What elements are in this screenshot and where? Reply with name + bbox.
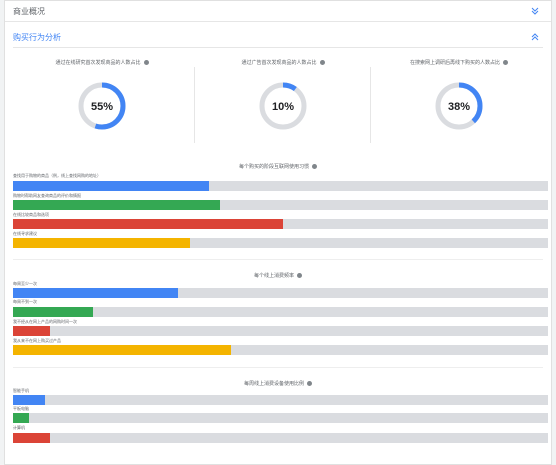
- help-icon[interactable]: [319, 60, 325, 66]
- bar-track: [13, 395, 548, 405]
- donut-value-arc: [435, 82, 483, 130]
- bar-track: [13, 238, 548, 248]
- help-icon[interactable]: [143, 60, 149, 66]
- bar-label: 我不经从在网上产品的网购时间一次: [13, 319, 77, 324]
- bar-fill: [13, 288, 178, 298]
- help-icon[interactable]: [503, 60, 508, 66]
- group-separator: [13, 259, 543, 260]
- bar-track: [13, 219, 548, 229]
- bar-fill: [13, 238, 190, 248]
- bar-label: 购物时帮助网友查询商品的评价和情报: [13, 193, 81, 198]
- bar-fill: [13, 307, 93, 317]
- kpi-separator: [194, 67, 195, 143]
- chevron-down-icon[interactable]: [529, 5, 541, 17]
- bar-label: 每周不到一次: [13, 299, 37, 304]
- bar-group-title: 每个线上消费频率: [5, 272, 551, 279]
- bar-fill: [13, 345, 232, 355]
- bar-fill: [13, 395, 46, 405]
- bar-track: [13, 181, 548, 191]
- section-header-shopping[interactable]: 购买行为分析: [5, 27, 551, 48]
- help-icon[interactable]: [297, 273, 302, 279]
- donut-value-label: 38%: [448, 101, 470, 113]
- kpi-title: 通过在线研究首次发现商品的人数占比: [55, 60, 141, 66]
- bar-track: [13, 326, 548, 336]
- bar-label: 在线寻求建议: [13, 231, 37, 236]
- bar-fill: [13, 181, 209, 191]
- bar-group-title: 每个购买的阶段互联网使用习惯: [5, 163, 551, 170]
- bar-track: [13, 200, 548, 210]
- kpi-title: 在搜索网上调研后再线下购买的人数占比: [409, 60, 500, 66]
- bar-track: [13, 433, 548, 443]
- kpi-ad-discovery: 通过广告首次发现商品的人数占比 10%: [203, 59, 363, 131]
- bar-fill: [13, 433, 51, 443]
- donut-chart: 55%: [78, 82, 126, 130]
- donut-chart: 10%: [259, 82, 307, 130]
- donut-chart: 38%: [435, 82, 483, 130]
- bar-fill: [13, 200, 221, 210]
- bar-label: 平板电脑: [13, 406, 29, 411]
- group-separator: [13, 367, 543, 368]
- bar-group-title: 每周线上消费设备使用比例: [5, 380, 551, 387]
- bar-label: 我从来不在网上购买过产品: [13, 338, 61, 343]
- section-divider: [13, 47, 543, 48]
- section-header-overview[interactable]: 商业概况: [5, 1, 551, 22]
- page-card: 商业概况 购买行为分析 通过在线研究首次发现商品的人数占比 55% 通过广告首次…: [4, 0, 552, 465]
- section-title-overview: 商业概况: [13, 7, 45, 16]
- donut-value-label: 10%: [272, 101, 294, 113]
- kpi-separator: [370, 67, 371, 143]
- donut-value-arc: [259, 82, 307, 130]
- bar-label: 在线比较商品和选项: [13, 212, 49, 217]
- bar-track: [13, 288, 548, 298]
- bar-fill: [13, 219, 284, 229]
- chevron-up-icon[interactable]: [529, 31, 541, 43]
- kpi-title: 通过广告首次发现商品的人数占比: [241, 60, 317, 66]
- bar-track: [13, 307, 548, 317]
- kpi-webrooming: 在搜索网上调研后再线下购买的人数占比 38%: [379, 59, 539, 131]
- bar-fill: [13, 326, 51, 336]
- bar-label: 计算机: [13, 425, 25, 430]
- help-icon[interactable]: [312, 164, 317, 170]
- bar-label: 智能手机: [13, 388, 29, 393]
- bar-label: 查找用于购物的商品（例，线上查找网购的地址）: [13, 173, 101, 178]
- bar-track: [13, 413, 548, 423]
- kpi-online-research: 通过在线研究首次发现商品的人数占比 55%: [22, 59, 182, 131]
- bar-track: [13, 345, 548, 355]
- section-title-shopping: 购买行为分析: [13, 33, 61, 42]
- bar-label: 每周至少一次: [13, 281, 37, 286]
- donut-value-arc: [78, 82, 126, 130]
- help-icon[interactable]: [307, 381, 312, 387]
- bar-fill: [13, 413, 30, 423]
- donut-value-label: 55%: [91, 101, 113, 113]
